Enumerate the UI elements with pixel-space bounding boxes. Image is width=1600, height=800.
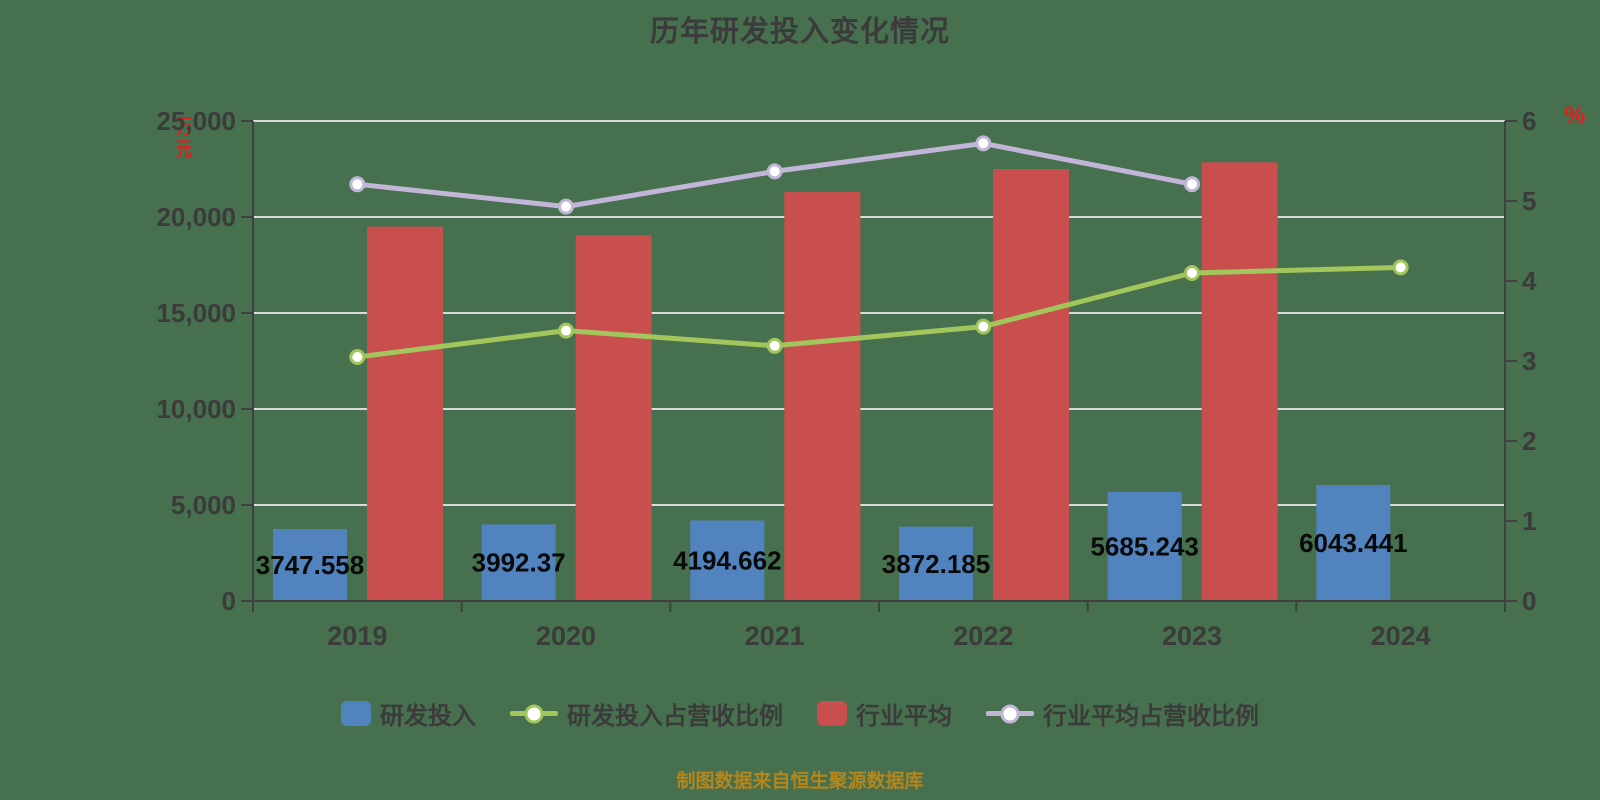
legend-item-rnd-revenue-ratio: 研发投入占营收比例 (510, 696, 783, 731)
rnd-investment-swatch-icon (341, 701, 371, 726)
line-marker-icon-研发投入占营收比例-2021 (766, 337, 783, 354)
line-marker-icon-研发投入占营收比例-2024 (1392, 259, 1409, 276)
line-marker-icon-行业平均占营收比例-2020 (558, 198, 574, 215)
bar-value-label-2022: 3872.185 (882, 549, 990, 579)
bar-value-label-2021: 4194.662 (673, 546, 781, 576)
right-axis-tick-label: 4 (1522, 266, 1537, 296)
x-axis-label-2022: 2022 (953, 621, 1013, 651)
industry-average-swatch-icon (817, 701, 847, 726)
left-axis-tick-label: 10,000 (156, 394, 236, 424)
legend-item-industry-average: 行业平均 (817, 696, 952, 731)
legend-item-industry-average-ratio: 行业平均占营收比例 (986, 696, 1259, 731)
x-axis-label-2021: 2021 (745, 621, 805, 651)
right-axis-tick-label: 0 (1522, 586, 1536, 616)
bar-行业平均-2023 (1201, 162, 1278, 601)
bar-行业平均-2021 (784, 192, 861, 602)
legend-label-rnd-investment: 研发投入 (380, 703, 476, 730)
chart-title: 历年研发投入变化情况 (649, 16, 950, 48)
line-marker-icon-研发投入占营收比例-2022 (975, 318, 992, 335)
line-marker-icon-研发投入占营收比例-2023 (1184, 265, 1200, 281)
right-axis-tick-label: 3 (1522, 346, 1536, 376)
legend-label-rnd-revenue-ratio: 研发投入占营收比例 (567, 703, 783, 730)
x-axis-label-2020: 2020 (536, 621, 596, 651)
left-axis-tick-label: 20,000 (156, 202, 236, 232)
left-axis-tick-label: 0 (222, 586, 236, 616)
left-axis-tick-label: 5,000 (171, 490, 236, 520)
legend-item-rnd-investment: 研发投入 (341, 696, 476, 731)
bar-研发投入-2024 (1316, 484, 1391, 601)
right-axis-tick-label: 2 (1522, 426, 1536, 456)
left-axis-tick-label: 15,000 (156, 298, 236, 328)
left-axis-unit-label: 万元 (176, 116, 192, 161)
bar-研发投入-2021 (690, 520, 765, 601)
line-研发投入占营收比例 (357, 264, 1401, 360)
line-marker-icon-行业平均占营收比例-2021 (766, 163, 783, 180)
bar-value-label-2023: 5685.243 (1090, 531, 1198, 561)
bar-value-label-2020: 3992.37 (472, 548, 566, 578)
bar-行业平均-2022 (993, 169, 1069, 601)
bar-行业平均-2019 (367, 226, 443, 601)
rnd-revenue-ratio-line-marker-icon (510, 702, 558, 726)
right-axis-tick-label: 5 (1522, 186, 1536, 216)
bar-value-label-2024: 6043.441 (1299, 528, 1407, 558)
x-axis-label-2019: 2019 (327, 621, 387, 651)
bar-研发投入-2022 (899, 526, 973, 601)
line-marker-icon-行业平均占营收比例-2023 (1184, 176, 1200, 193)
line-marker-icon-行业平均占营收比例-2022 (975, 135, 992, 152)
x-axis-label-2023: 2023 (1162, 621, 1222, 651)
x-axis-label-2024: 2024 (1371, 621, 1431, 651)
bar-value-label-2019: 3747.558 (256, 550, 364, 580)
bar-研发投入-2020 (481, 524, 556, 601)
right-axis-tick-label: 6 (1522, 106, 1536, 136)
bar-研发投入-2023 (1107, 491, 1182, 601)
right-axis-tick-label: 1 (1522, 506, 1536, 536)
line-marker-icon-研发投入占营收比例-2019 (349, 349, 366, 365)
right-axis-unit-label: % (1564, 102, 1586, 129)
legend: 研发投入 研发投入占营收比例 行业平均 行业平均占营收比例 (0, 696, 1600, 731)
left-axis-tick-label: 25,000 (156, 106, 236, 136)
line-marker-icon-研发投入占营收比例-2020 (558, 322, 574, 339)
data-source-caption: 制图数据来自恒生聚源数据库 (676, 771, 924, 792)
bar-行业平均-2020 (575, 235, 652, 602)
industry-average-ratio-line-marker-icon (986, 702, 1034, 726)
bar-研发投入-2019 (273, 529, 347, 601)
legend-label-industry-average: 行业平均 (856, 703, 952, 730)
line-marker-icon-行业平均占营收比例-2019 (349, 176, 366, 193)
legend-label-industry-average-ratio: 行业平均占营收比例 (1043, 703, 1259, 730)
